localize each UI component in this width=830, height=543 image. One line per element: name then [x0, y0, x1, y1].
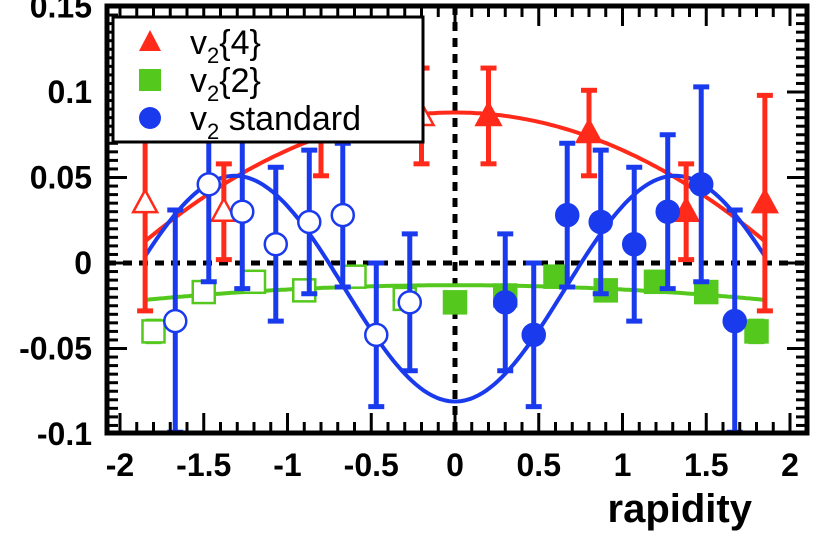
data-point: [292, 278, 317, 303]
axis-ticks: [107, 5, 807, 436]
legend-label: v2{2}: [190, 62, 261, 106]
square-marker: [593, 278, 618, 303]
x-tick-label: 1.5: [684, 447, 728, 483]
data-point: [230, 132, 255, 292]
data-point: [493, 231, 518, 374]
data-point: [209, 161, 238, 263]
y-axis-tick-labels: -0.1 -0.05 0 0.05 0.1 0.15: [19, 0, 92, 452]
circle-marker: [621, 231, 647, 257]
circle-marker: [655, 199, 680, 224]
triangle-marker: [750, 187, 779, 214]
x-axis-tick-labels: -2 -1.5 -1 -0.5 0 0.5 1 1.5 2: [106, 447, 799, 483]
triangle-marker: [474, 100, 503, 127]
y-tick-label: 0.05: [30, 160, 92, 196]
circle-marker: [230, 199, 255, 224]
data-point: [442, 290, 468, 315]
legend-circle-marker: [139, 107, 161, 129]
square-marker: [543, 264, 568, 289]
circle-marker: [588, 209, 613, 235]
triangle-marker: [209, 196, 238, 222]
legend-square-marker: [139, 69, 161, 91]
square-marker: [442, 290, 468, 315]
data-point: [621, 164, 647, 324]
data-points: [131, 65, 779, 433]
y-tick-label: -0.1: [37, 416, 92, 452]
data-point: [521, 260, 546, 410]
data-point: [722, 207, 747, 433]
reference-lines: [107, 6, 807, 433]
legend-label: v2{4}: [190, 24, 261, 68]
data-point: [694, 279, 719, 305]
data-point: [744, 318, 769, 345]
x-tick-label: -0.5: [344, 447, 399, 483]
square-marker: [141, 319, 166, 344]
legend-box: [111, 15, 425, 144]
data-point: [574, 87, 604, 179]
data-point: [655, 132, 680, 292]
data-point: [191, 279, 216, 305]
data-point: [474, 65, 503, 167]
x-tick-label: -2: [106, 447, 134, 483]
data-point: [588, 147, 613, 297]
circle-marker: [722, 308, 747, 334]
x-tick-label: 0: [446, 447, 464, 483]
circle-marker: [521, 322, 546, 348]
data-point: [342, 264, 367, 289]
circle-marker: [554, 202, 580, 228]
data-point: [554, 140, 580, 290]
fit-curve: [143, 173, 767, 404]
circle-marker: [493, 290, 518, 315]
triangle-marker: [672, 196, 701, 222]
data-point: [688, 84, 714, 285]
data-point: [163, 207, 188, 433]
x-tick-label: -1.5: [176, 447, 231, 483]
circle-marker: [263, 231, 289, 257]
x-tick-label: 2: [781, 447, 799, 483]
data-point: [397, 231, 423, 374]
x-tick-label: 1: [614, 447, 632, 483]
circle-marker: [688, 172, 714, 197]
data-point: [263, 164, 289, 324]
y-tick-label: 0.15: [30, 0, 92, 25]
x-tick-label: -1: [273, 447, 301, 483]
triangle-marker: [131, 187, 160, 214]
circle-marker: [397, 290, 423, 315]
y-tick-label: 0.1: [48, 74, 92, 110]
data-point: [297, 147, 322, 297]
circle-marker: [297, 209, 322, 235]
data-point: [750, 92, 779, 314]
y-tick-label: 0: [74, 245, 92, 281]
legend: v2{4}v2{2}v2 standard: [111, 15, 425, 144]
fit-curve: [143, 110, 767, 243]
square-marker: [744, 319, 769, 344]
data-point: [141, 318, 166, 345]
data-point: [543, 264, 568, 289]
y-tick-label: -0.05: [19, 331, 92, 367]
legend-label: v2 standard: [190, 100, 361, 144]
data-point: [364, 260, 389, 410]
x-tick-label: 0.5: [517, 447, 561, 483]
data-point: [593, 278, 618, 303]
square-marker: [342, 264, 367, 289]
triangle-marker: [574, 117, 604, 144]
circle-marker: [364, 322, 389, 348]
circle-marker: [196, 172, 222, 197]
data-point: [672, 161, 701, 263]
square-marker: [292, 278, 317, 303]
circle-marker: [163, 308, 188, 334]
square-marker: [694, 279, 719, 305]
square-marker: [191, 279, 216, 305]
x-axis-label: rapidity: [608, 487, 753, 531]
circle-marker: [330, 202, 356, 228]
legend-triangle-marker: [139, 30, 161, 51]
